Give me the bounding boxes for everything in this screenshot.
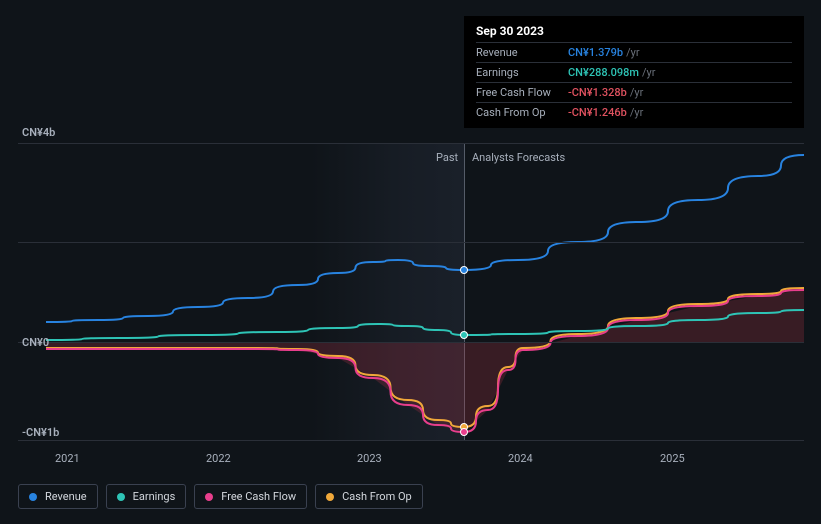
legend-label: Free Cash Flow — [221, 490, 296, 503]
gridline — [18, 143, 804, 144]
tooltip-metric-value: CN¥1.379b — [568, 46, 623, 59]
x-axis-label: 2023 — [357, 452, 382, 465]
tooltip-row: RevenueCN¥1.379b/yr — [476, 42, 792, 62]
past-label: Past — [436, 151, 458, 164]
legend-label: Earnings — [133, 490, 176, 503]
y-axis-label: -CN¥1b — [22, 426, 59, 439]
tooltip-suffix: /yr — [626, 46, 639, 59]
tooltip-metric-label: Revenue — [476, 46, 568, 59]
legend-dot — [326, 493, 334, 501]
marker-fcf — [460, 428, 468, 436]
x-axis-label: 2021 — [55, 452, 80, 465]
y-axis-label: CN¥4b — [22, 126, 55, 139]
x-axis-label: 2025 — [660, 452, 685, 465]
tooltip-suffix: /yr — [642, 66, 655, 79]
data-tooltip: Sep 30 2023 RevenueCN¥1.379b/yrEarningsC… — [464, 16, 804, 128]
legend-item[interactable]: Earnings — [106, 484, 187, 509]
gridline — [18, 440, 804, 441]
legend-dot — [205, 493, 213, 501]
tooltip-suffix: /yr — [630, 86, 643, 99]
forecast-label: Analysts Forecasts — [472, 151, 565, 164]
chart-legend: Revenue Earnings Free Cash Flow Cash From O… — [18, 484, 423, 509]
marker-earnings — [460, 331, 468, 339]
tooltip-suffix: /yr — [630, 106, 643, 119]
tooltip-metric-value: CN¥288.098m — [568, 66, 639, 79]
tooltip-row: Free Cash Flow-CN¥1.328b/yr — [476, 82, 792, 102]
tooltip-metric-label: Free Cash Flow — [476, 86, 568, 99]
gridline — [18, 342, 804, 343]
tooltip-date: Sep 30 2023 — [476, 24, 792, 42]
legend-item[interactable]: Revenue — [18, 484, 98, 509]
tooltip-metric-label: Cash From Op — [476, 106, 568, 119]
gridline — [18, 242, 804, 243]
legend-dot — [29, 493, 37, 501]
past-forecast-divider — [464, 143, 465, 440]
legend-dot — [117, 493, 125, 501]
legend-item[interactable]: Free Cash Flow — [194, 484, 307, 509]
y-axis-label: CN¥0 — [22, 336, 49, 349]
legend-item[interactable]: Cash From Op — [315, 484, 423, 509]
x-axis-label: 2024 — [508, 452, 533, 465]
tooltip-metric-value: -CN¥1.246b — [568, 106, 627, 119]
tooltip-metric-value: -CN¥1.328b — [568, 86, 627, 99]
tooltip-row: Cash From Op-CN¥1.246b/yr — [476, 102, 792, 122]
x-axis-label: 2022 — [206, 452, 231, 465]
past-period-shade — [311, 143, 464, 440]
legend-label: Revenue — [45, 490, 87, 503]
tooltip-row: EarningsCN¥288.098m/yr — [476, 62, 792, 82]
legend-label: Cash From Op — [342, 490, 412, 503]
marker-revenue — [460, 266, 468, 274]
tooltip-metric-label: Earnings — [476, 66, 568, 79]
